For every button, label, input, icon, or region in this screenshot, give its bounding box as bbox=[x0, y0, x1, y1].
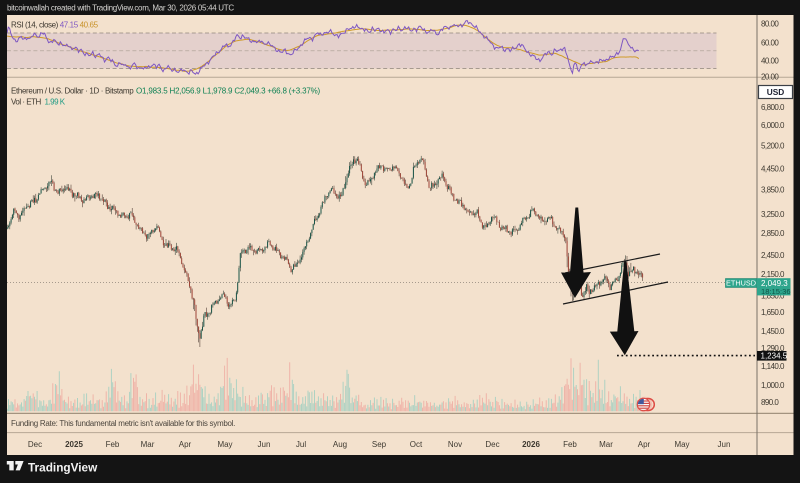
svg-text:Nov: Nov bbox=[448, 440, 462, 449]
svg-text:bitcoinwallah created with Tra: bitcoinwallah created with TradingView.c… bbox=[7, 4, 234, 13]
svg-text:3,850.0: 3,850.0 bbox=[761, 185, 785, 194]
svg-text:May: May bbox=[217, 440, 232, 449]
svg-text:Oct: Oct bbox=[410, 440, 423, 449]
svg-text:Jun: Jun bbox=[718, 440, 731, 449]
svg-text:O1,983.5 H2,056.9 L1,978.9 C2,: O1,983.5 H2,056.9 L1,978.9 C2,049.3 +66.… bbox=[136, 87, 321, 96]
svg-text:6,000.0: 6,000.0 bbox=[761, 121, 785, 130]
svg-text:1,234.5: 1,234.5 bbox=[761, 352, 788, 361]
svg-text:6,800.0: 6,800.0 bbox=[761, 103, 785, 112]
svg-text:Dec: Dec bbox=[485, 440, 499, 449]
svg-text:5,200.0: 5,200.0 bbox=[761, 142, 785, 151]
svg-text:1,450.0: 1,450.0 bbox=[761, 327, 785, 336]
svg-text:Mar: Mar bbox=[141, 440, 155, 449]
svg-text:2026: 2026 bbox=[522, 440, 540, 449]
svg-text:2,850.0: 2,850.0 bbox=[761, 229, 785, 238]
svg-text:1,140.0: 1,140.0 bbox=[761, 362, 785, 371]
svg-text:2,049.3: 2,049.3 bbox=[761, 279, 788, 288]
svg-text:USD: USD bbox=[767, 87, 785, 97]
svg-text:Feb: Feb bbox=[563, 440, 577, 449]
svg-text:Funding Rate: This fundamental: Funding Rate: This fundamental metric is… bbox=[11, 419, 235, 428]
svg-text:Aug: Aug bbox=[333, 440, 347, 449]
svg-text:1,850.0: 1,850.0 bbox=[761, 292, 785, 301]
svg-text:2025: 2025 bbox=[65, 440, 83, 449]
svg-text:2,150.0: 2,150.0 bbox=[761, 270, 785, 279]
svg-text:RSI (14, close) 47.15 40.65: RSI (14, close) 47.15 40.65 bbox=[11, 21, 99, 30]
svg-text:18:15:36: 18:15:36 bbox=[761, 287, 791, 296]
svg-text:TradingView: TradingView bbox=[28, 461, 98, 475]
svg-text:60.00: 60.00 bbox=[761, 39, 779, 48]
svg-text:Apr: Apr bbox=[638, 440, 651, 449]
svg-text:1,000.0: 1,000.0 bbox=[761, 381, 785, 390]
svg-text:2,450.0: 2,450.0 bbox=[761, 251, 785, 260]
svg-text:Feb: Feb bbox=[106, 440, 120, 449]
svg-text:Sep: Sep bbox=[372, 440, 387, 449]
svg-text:1,290.0: 1,290.0 bbox=[761, 344, 785, 353]
svg-text:Mar: Mar bbox=[599, 440, 613, 449]
svg-text:ETHUSD: ETHUSD bbox=[726, 278, 756, 287]
svg-text:4,450.0: 4,450.0 bbox=[761, 164, 785, 173]
svg-text:80.00: 80.00 bbox=[761, 20, 779, 29]
svg-text:Ethereum / U.S. Dollar · 1D ·: Ethereum / U.S. Dollar · 1D · Bitstamp bbox=[11, 87, 134, 96]
svg-text:Vol · ETH: Vol · ETH bbox=[11, 98, 41, 107]
svg-text:20.00: 20.00 bbox=[761, 73, 779, 82]
svg-text:1,650.0: 1,650.0 bbox=[761, 308, 785, 317]
svg-text:May: May bbox=[674, 440, 689, 449]
svg-text:890.0: 890.0 bbox=[761, 398, 779, 407]
svg-text:Dec: Dec bbox=[28, 440, 42, 449]
svg-text:Jun: Jun bbox=[258, 440, 271, 449]
svg-text:Apr: Apr bbox=[179, 440, 192, 449]
svg-text:1.99 K: 1.99 K bbox=[45, 98, 66, 107]
svg-text:40.00: 40.00 bbox=[761, 57, 779, 66]
svg-text:Jul: Jul bbox=[296, 440, 306, 449]
svg-text:3,250.0: 3,250.0 bbox=[761, 210, 785, 219]
